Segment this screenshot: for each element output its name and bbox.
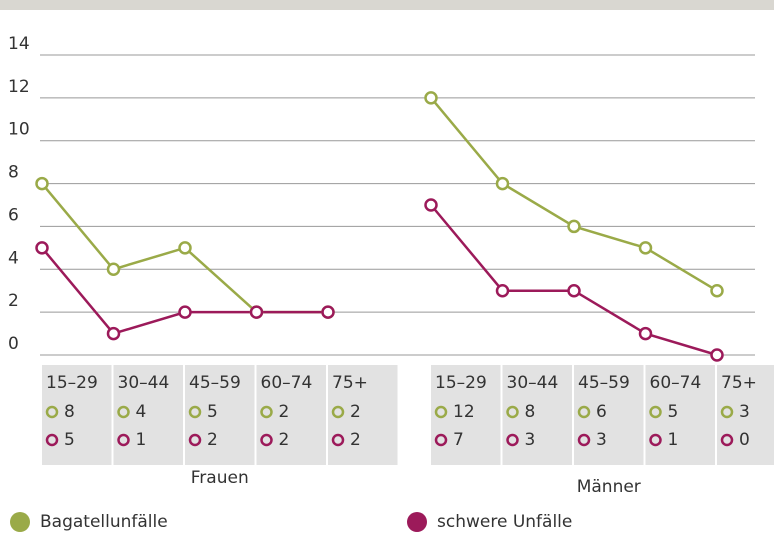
point bbox=[638, 241, 653, 255]
table-icon bbox=[188, 433, 202, 447]
y-tick-label: 12 bbox=[8, 77, 30, 97]
point bbox=[35, 241, 49, 255]
x-tick-label: 60–74 bbox=[261, 373, 313, 393]
series-line bbox=[41, 247, 328, 336]
x-tick-label: 75+ bbox=[332, 373, 368, 393]
y-tick-label: 0 bbox=[8, 334, 19, 354]
table-icon bbox=[434, 405, 448, 419]
value-label: 5 bbox=[668, 402, 679, 422]
value-label: 2 bbox=[350, 402, 361, 422]
y-tick-label: 14 bbox=[8, 34, 30, 54]
table-cell bbox=[185, 365, 255, 465]
value-label: 4 bbox=[136, 402, 147, 422]
table-icon bbox=[331, 405, 345, 419]
x-tick-label: 30–44 bbox=[507, 373, 559, 393]
group-label: Männer bbox=[577, 477, 641, 497]
point bbox=[178, 241, 192, 255]
x-tick-label: 45–59 bbox=[189, 373, 241, 393]
point bbox=[249, 305, 264, 319]
point bbox=[710, 283, 724, 298]
value-label: 2 bbox=[279, 402, 290, 422]
y-tick-label: 4 bbox=[8, 248, 19, 268]
table-icon bbox=[331, 433, 345, 447]
point bbox=[424, 198, 438, 212]
table-icon bbox=[506, 405, 519, 419]
x-tick-label: 15–29 bbox=[46, 373, 98, 393]
group-label: Frauen bbox=[191, 468, 249, 488]
table-cell bbox=[256, 365, 326, 465]
point bbox=[495, 283, 510, 298]
table-cell bbox=[502, 365, 572, 465]
table-cell bbox=[328, 365, 398, 465]
legend-swatch bbox=[407, 512, 427, 532]
table-icon bbox=[720, 405, 734, 419]
x-tick-label: 45–59 bbox=[578, 373, 630, 393]
point bbox=[106, 326, 121, 341]
y-tick-label: 2 bbox=[8, 291, 19, 311]
table-cell bbox=[645, 365, 715, 465]
table-icon bbox=[45, 433, 59, 447]
value-label: 5 bbox=[64, 430, 75, 450]
point bbox=[178, 305, 192, 319]
top-bar bbox=[0, 0, 774, 10]
value-label: 8 bbox=[525, 402, 536, 422]
table-icon bbox=[577, 405, 591, 419]
value-label: 6 bbox=[596, 402, 607, 422]
point bbox=[424, 91, 438, 105]
table-icon bbox=[577, 433, 591, 447]
table-cell bbox=[42, 365, 112, 465]
point bbox=[710, 348, 724, 362]
table-icon bbox=[649, 433, 662, 447]
x-tick-label: 60–74 bbox=[650, 373, 702, 393]
point bbox=[495, 176, 510, 191]
table-icon bbox=[117, 433, 130, 447]
x-tick-label: 15–29 bbox=[435, 373, 487, 393]
value-label: 5 bbox=[207, 402, 218, 422]
value-label: 1 bbox=[668, 430, 679, 450]
value-label: 2 bbox=[207, 430, 218, 450]
y-tick-label: 6 bbox=[8, 205, 19, 225]
y-tick-label: 8 bbox=[8, 163, 19, 183]
value-label: 2 bbox=[279, 430, 290, 450]
table-cell bbox=[717, 365, 774, 465]
value-label: 8 bbox=[64, 402, 75, 422]
value-label: 12 bbox=[453, 402, 475, 422]
table-icon bbox=[45, 405, 59, 419]
value-label: 0 bbox=[739, 430, 750, 450]
point bbox=[106, 262, 121, 277]
value-label: 3 bbox=[596, 430, 607, 450]
table-icon bbox=[260, 433, 273, 447]
table-icon bbox=[649, 405, 662, 419]
point bbox=[321, 305, 335, 319]
point bbox=[567, 219, 581, 234]
value-label: 3 bbox=[739, 402, 750, 422]
table-cell bbox=[574, 365, 644, 465]
x-tick-label: 30–44 bbox=[118, 373, 170, 393]
point bbox=[35, 176, 49, 191]
legend-label: Bagatellunfälle bbox=[40, 512, 168, 532]
series-line bbox=[430, 97, 718, 292]
value-label: 1 bbox=[136, 430, 147, 450]
table-icon bbox=[434, 433, 448, 447]
point bbox=[638, 326, 653, 341]
table-icon bbox=[117, 405, 130, 419]
table-icon bbox=[260, 405, 273, 419]
legend-label: schwere Unfälle bbox=[437, 512, 572, 532]
value-label: 7 bbox=[453, 430, 464, 450]
value-label: 3 bbox=[525, 430, 536, 450]
point bbox=[567, 283, 581, 298]
table-icon bbox=[188, 405, 202, 419]
x-tick-label: 75+ bbox=[721, 373, 757, 393]
table-cell bbox=[113, 365, 183, 465]
table-cell bbox=[431, 365, 501, 465]
value-label: 2 bbox=[350, 430, 361, 450]
legend-swatch bbox=[10, 512, 30, 532]
table-icon bbox=[506, 433, 519, 447]
y-tick-label: 10 bbox=[8, 120, 30, 140]
table-icon bbox=[720, 433, 734, 447]
